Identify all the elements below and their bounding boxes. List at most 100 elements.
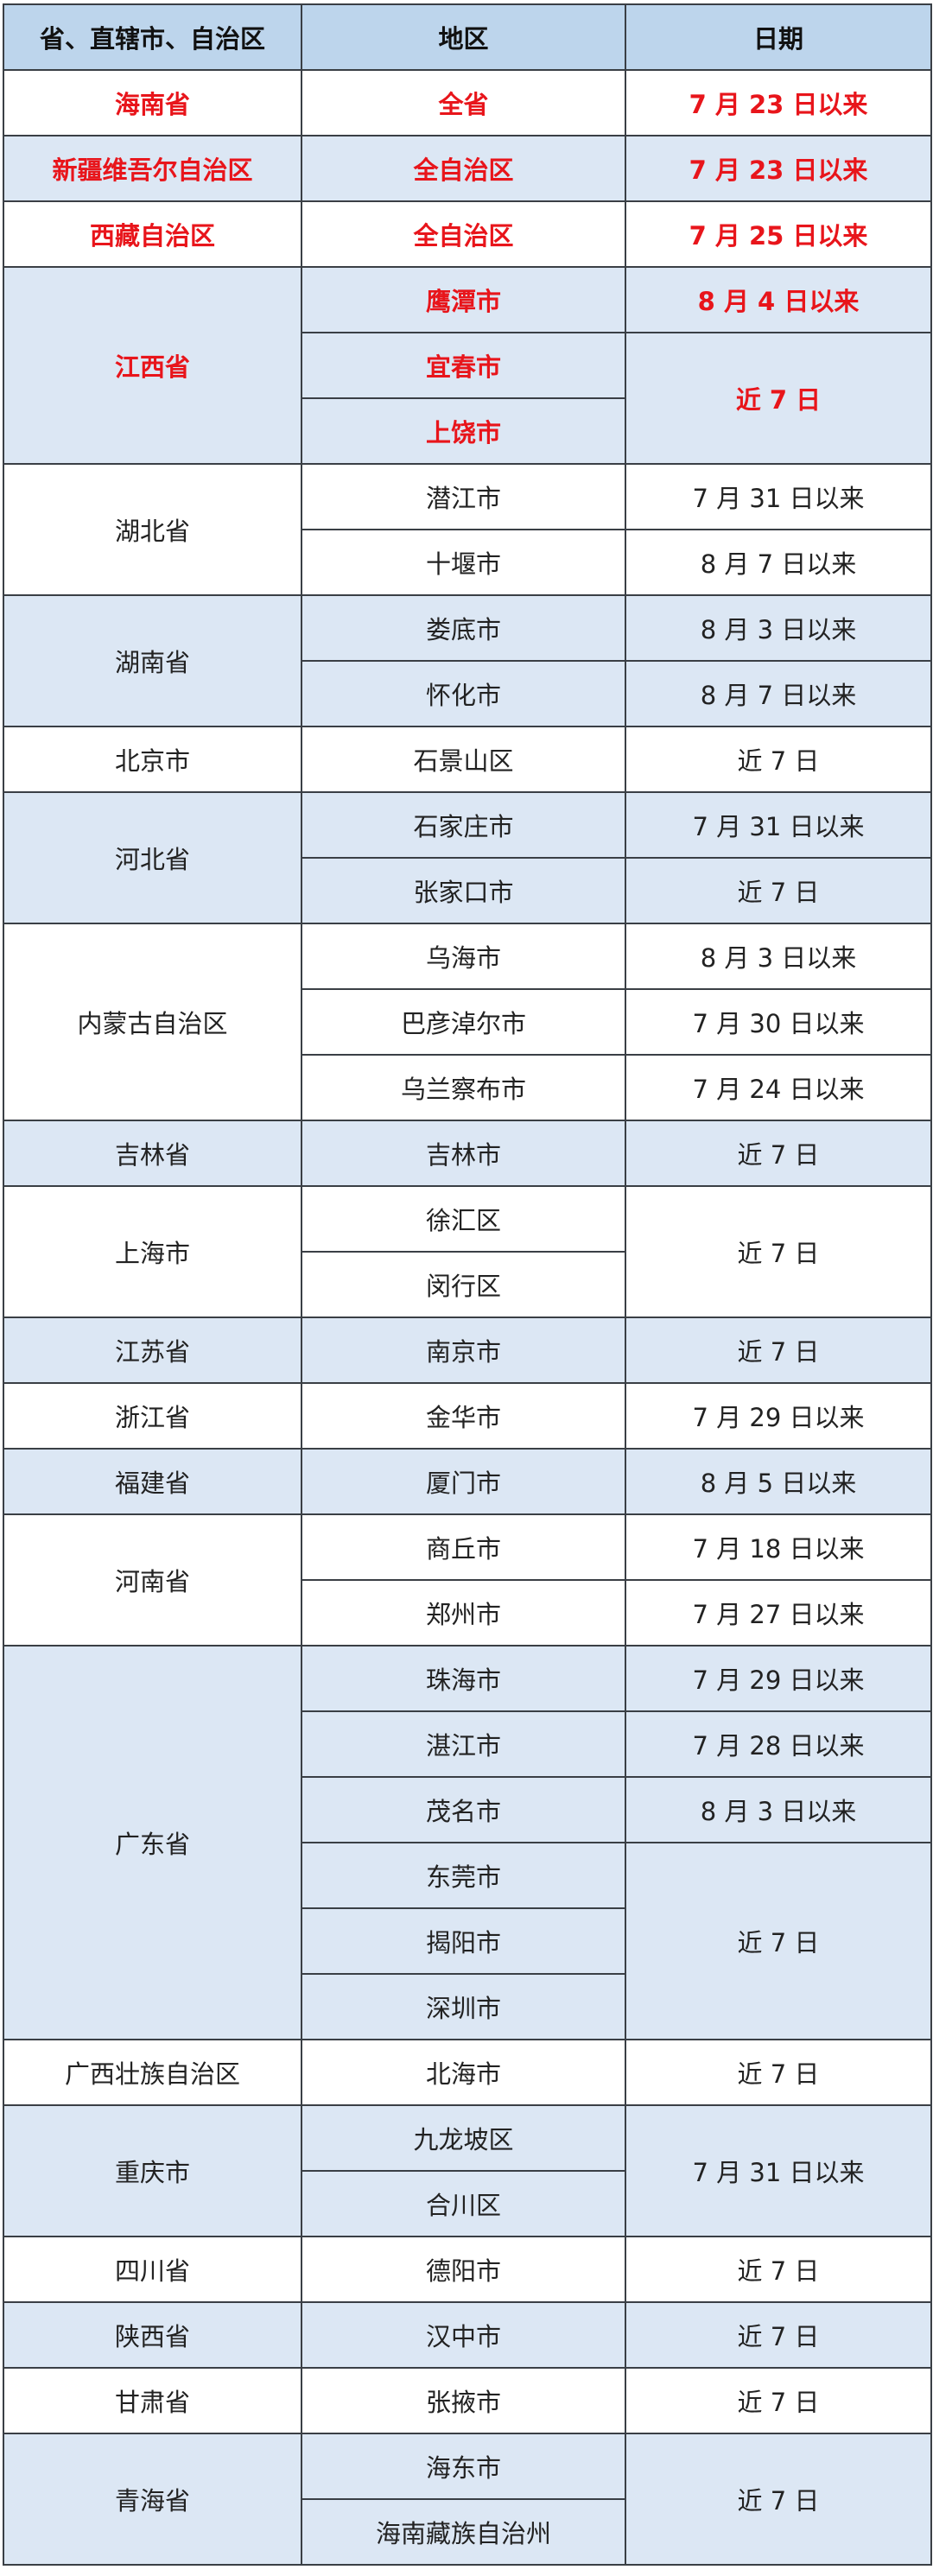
- province-cell: 甘肃省: [3, 2367, 302, 2434]
- region-cell: 全自治区: [301, 200, 626, 268]
- province-cell: 湖南省: [3, 594, 302, 727]
- table-row: 湛江市 7 月 28 日以来: [3, 1710, 932, 1778]
- header-date: 日期: [625, 3, 932, 71]
- table-row: 东莞市近 7 日: [3, 1842, 932, 2040]
- table-row: 江苏省 南京市近 7 日: [3, 1317, 932, 1384]
- date-cell: 近 7 日: [625, 2301, 932, 2369]
- date-cell: 近 7 日: [625, 2367, 932, 2434]
- region-cell: 合川区: [301, 2170, 626, 2237]
- table-row: 广西壮族自治区 北海市近 7 日: [3, 2039, 932, 2106]
- table-row: 合川区: [3, 2170, 931, 2237]
- date-cell: 8 月 3 日以来: [625, 923, 932, 990]
- table-row: 乌兰察布市 7 月 24 日以来: [3, 1054, 932, 1121]
- region-cell: 宜春市: [301, 332, 626, 399]
- region-cell: 九龙坡区: [301, 2104, 626, 2172]
- table-body: 海南省 全省 7 月 23 日以来 新疆维吾尔自治区 全自治区 7 月 23 日以来 西藏自…: [3, 69, 932, 2566]
- table-row: 河南省 商丘市 7 月 18 日以来: [3, 1513, 932, 1646]
- table-row: 茂名市 8 月 3 日以来: [3, 1776, 932, 1843]
- date-cell: 近 7 日: [625, 1317, 932, 1384]
- region-cell: 德阳市: [301, 2236, 626, 2303]
- table-row: 海南省 全省 7 月 23 日以来: [3, 69, 932, 136]
- province-cell: 河南省: [3, 1513, 302, 1646]
- table-row: 吉林省 吉林市近 7 日: [3, 1120, 932, 1187]
- province-cell: 湖北省: [3, 463, 302, 596]
- date-cell: 8 月 3 日以来: [625, 594, 932, 662]
- header-row: 省、直辖市、自治区 地区 日期: [3, 3, 932, 71]
- table-row: 巴彦淖尔市 7 月 30 日以来: [3, 988, 932, 1056]
- date-cell: 7 月 30 日以来: [625, 988, 932, 1056]
- table-row: 甘肃省 张掖市近 7 日: [3, 2367, 932, 2434]
- province-cell: 河北省: [3, 791, 302, 924]
- table-row: 广东省 珠海市 7 月 29 日以来: [3, 1645, 932, 2040]
- date-cell: 近 7 日: [625, 2236, 932, 2303]
- province-cell: 陕西省: [3, 2301, 302, 2369]
- table-row: 西藏自治区 全自治区 7 月 25 日以来: [3, 200, 932, 268]
- date-cell: 7 月 31 日以来: [625, 463, 932, 530]
- region-cell: 闵行区: [301, 1251, 626, 1318]
- region-cell: 商丘市: [301, 1513, 626, 1581]
- date-cell: 7 月 29 日以来: [625, 1645, 932, 1712]
- province-cell: 浙江省: [3, 1382, 302, 1450]
- province-cell: 重庆市: [3, 2104, 302, 2237]
- table-row: 闵行区: [3, 1251, 931, 1318]
- province-cell: 北京市: [3, 726, 302, 793]
- region-cell: 湛江市: [301, 1710, 626, 1778]
- header-province: 省、直辖市、自治区: [3, 3, 302, 71]
- date-cell: 7 月 31 日以来: [625, 791, 932, 859]
- region-cell: 深圳市: [301, 1973, 626, 2040]
- region-cell: 乌兰察布市: [301, 1054, 626, 1121]
- date-cell: 7 月 23 日以来: [625, 69, 932, 136]
- region-cell: 揭阳市: [301, 1907, 626, 1975]
- date-cell: 7 月 29 日以来: [625, 1382, 932, 1450]
- region-cell: 石景山区: [301, 726, 626, 793]
- date-cell: 7 月 23 日以来: [625, 135, 932, 202]
- region-cell: 潜江市: [301, 463, 626, 530]
- region-cell: 怀化市: [301, 660, 626, 727]
- table-row: 北京市 石景山区近 7 日: [3, 726, 932, 793]
- table-row: 湖南省 娄底市 8 月 3 日以来: [3, 594, 932, 727]
- region-cell: 厦门市: [301, 1448, 626, 1515]
- table-row: 十堰市 8 月 7 日以来: [3, 529, 932, 596]
- risk-area-table: 省、直辖市、自治区 地区 日期 海南省 全省 7 月 23 日以来 新疆维吾尔自治区全…: [3, 3, 932, 2566]
- date-cell: 7 月 28 日以来: [625, 1710, 932, 1778]
- date-cell: 8 月 7 日以来: [625, 529, 932, 596]
- date-cell: 近 7 日: [625, 2039, 932, 2106]
- region-cell: 珠海市: [301, 1645, 626, 1712]
- table-row: 陕西省 汉中市近 7 日: [3, 2301, 932, 2369]
- date-cell: 8 月 3 日以来: [625, 1776, 932, 1843]
- region-cell: 张掖市: [301, 2367, 626, 2434]
- table-row: 湖北省 潜江市 7 月 31 日以来: [3, 463, 932, 596]
- table-row: 张家口市近 7 日: [3, 857, 932, 924]
- region-cell: 张家口市: [301, 857, 626, 924]
- region-cell: 上饶市: [301, 397, 626, 465]
- region-cell: 徐汇区: [301, 1185, 626, 1253]
- date-cell: 近 7 日: [625, 2433, 932, 2566]
- province-cell: 广西壮族自治区: [3, 2039, 302, 2106]
- table-row: 上饶市: [3, 397, 931, 465]
- date-cell: 7 月 25 日以来: [625, 200, 932, 268]
- region-cell: 娄底市: [301, 594, 626, 662]
- province-cell: 江西省: [3, 266, 302, 465]
- table-row: 浙江省 金华市 7 月 29 日以来: [3, 1382, 932, 1450]
- region-cell: 吉林市: [301, 1120, 626, 1187]
- region-cell: 金华市: [301, 1382, 626, 1450]
- table-row: 上海市 徐汇区近 7 日: [3, 1185, 932, 1318]
- province-cell: 青海省: [3, 2433, 302, 2566]
- region-cell: 巴彦淖尔市: [301, 988, 626, 1056]
- province-cell: 新疆维吾尔自治区: [3, 135, 302, 202]
- table-row: 怀化市 8 月 7 日以来: [3, 660, 932, 727]
- province-cell: 江苏省: [3, 1317, 302, 1384]
- table-row: 四川省 德阳市近 7 日: [3, 2236, 932, 2303]
- province-cell: 福建省: [3, 1448, 302, 1515]
- province-cell: 内蒙古自治区: [3, 923, 302, 1121]
- region-cell: 郑州市: [301, 1579, 626, 1646]
- table-row: 新疆维吾尔自治区 全自治区 7 月 23 日以来: [3, 135, 932, 202]
- date-cell: 近 7 日: [625, 332, 932, 465]
- region-cell: 南京市: [301, 1317, 626, 1384]
- table-row: 宜春市近 7 日: [3, 332, 932, 465]
- date-cell: 近 7 日: [625, 857, 932, 924]
- province-cell: 四川省: [3, 2236, 302, 2303]
- table-row: 揭阳市: [3, 1907, 931, 1975]
- header-region: 地区: [301, 3, 626, 71]
- region-cell: 十堰市: [301, 529, 626, 596]
